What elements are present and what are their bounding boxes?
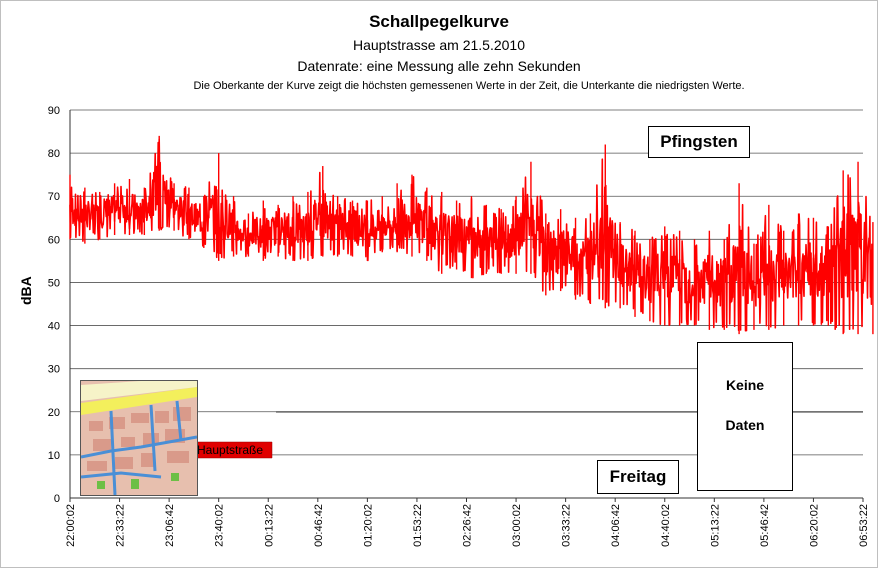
x-tick-label: 03:00:02 (511, 504, 523, 547)
x-tick-label: 05:13:22 (709, 504, 721, 547)
chart-subtitle-location: Hauptstrasse am 21.5.2010 (353, 37, 525, 53)
y-tick-label: 70 (48, 191, 60, 203)
keine-daten-line2: Daten (725, 417, 765, 433)
y-tick-label: 10 (48, 450, 60, 462)
x-tick-label: 22:00:02 (65, 504, 77, 547)
x-tick-label: 00:46:42 (313, 504, 325, 547)
chart-subtitle-datarate: Datenrate: eine Messung alle zehn Sekund… (297, 58, 581, 74)
x-tick-label: 00:13:22 (263, 504, 275, 547)
x-tick-label: 04:06:42 (610, 504, 622, 547)
x-tick-label: 05:46:42 (759, 504, 771, 547)
y-tick-label: 90 (48, 105, 60, 117)
x-tick-label: 06:53:22 (858, 504, 870, 547)
x-tick-label: 23:40:02 (214, 504, 226, 547)
x-tick-label: 01:20:02 (362, 504, 374, 547)
x-tick-label: 22:33:22 (115, 504, 127, 547)
y-tick-label: 0 (54, 493, 60, 505)
x-tick-label: 06:20:02 (808, 504, 820, 547)
annotation-pfingsten: Pfingsten (648, 126, 750, 158)
y-tick-label: 20 (48, 407, 60, 419)
y-tick-label: 40 (48, 321, 60, 333)
x-tick-label: 02:26:42 (462, 504, 474, 547)
x-tick-label: 23:06:42 (164, 504, 176, 547)
x-tick-label: 04:40:02 (660, 504, 672, 547)
keine-daten-line1: Keine (725, 377, 765, 393)
x-tick-label: 01:53:22 (412, 504, 424, 547)
y-tick-label: 50 (48, 277, 60, 289)
map-image (81, 381, 197, 495)
street-map-thumbnail (80, 380, 198, 496)
chart-title: Schallpegelkurve (369, 12, 509, 31)
x-tick-label: 03:33:22 (561, 504, 573, 547)
y-tick-label: 80 (48, 148, 60, 160)
y-tick-label: 30 (48, 364, 60, 376)
y-tick-label: 60 (48, 234, 60, 246)
map-street-label: Hauptstraße (197, 443, 263, 457)
annotation-keine-daten: Keine Daten (697, 342, 793, 491)
chart-note: Die Oberkante der Kurve zeigt die höchst… (193, 80, 745, 92)
annotation-freitag: Freitag (597, 460, 679, 494)
